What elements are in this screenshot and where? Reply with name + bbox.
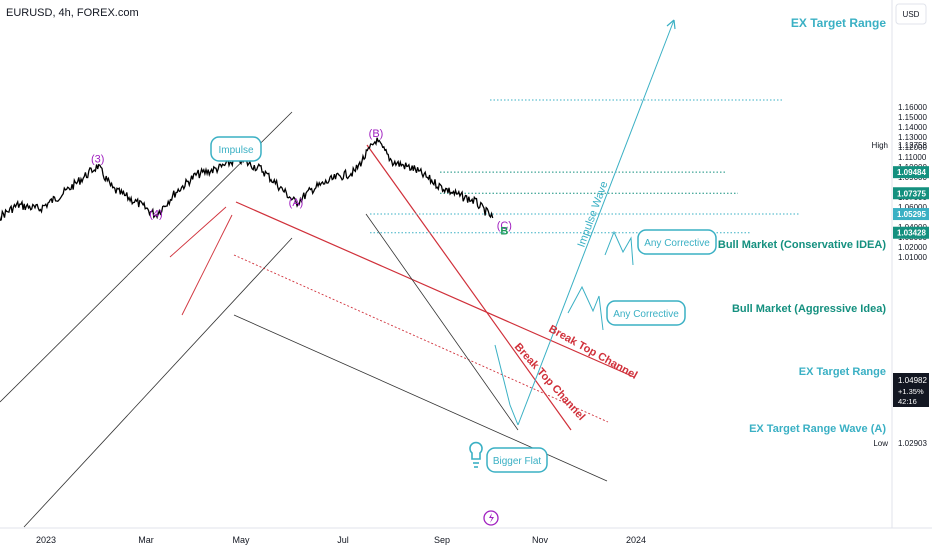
time-label-nov: Nov bbox=[532, 535, 549, 545]
any-corrective-callout-upper[interactable]: Any Corrective bbox=[637, 229, 717, 255]
time-label-2023: 2023 bbox=[36, 535, 56, 545]
lightbulb-icon bbox=[469, 441, 483, 468]
red-wedge-bottom bbox=[181, 214, 233, 316]
lower-trend-line bbox=[23, 237, 293, 528]
corrective-zigzag-upper bbox=[604, 230, 634, 266]
wave-label: (C) bbox=[497, 220, 512, 232]
wave-label: (B) bbox=[369, 128, 384, 140]
bigger-flat-label: Bigger Flat bbox=[493, 456, 542, 467]
impulse-wave-arrow bbox=[517, 19, 675, 426]
level-label-conservative: Bull Market (Conservative IDEA) bbox=[718, 239, 886, 251]
low-value: 1.02903 bbox=[898, 439, 927, 448]
level-label-ex-target-top: EX Target Range bbox=[791, 16, 886, 30]
price-tick: 1.01000 bbox=[898, 253, 927, 262]
countdown: 42:16 bbox=[898, 397, 917, 406]
price-tag-value: 1.03428 bbox=[897, 229, 926, 238]
currency-label: USD bbox=[903, 10, 920, 19]
time-label-mar: Mar bbox=[138, 535, 154, 545]
time-axis[interactable]: 2023 Mar May Jul Sep Nov 2024 bbox=[0, 527, 932, 545]
high-value: 1.12758 bbox=[898, 141, 927, 150]
level-label-aggressive: Bull Market (Aggressive Idea) bbox=[732, 303, 886, 315]
corrective-zigzag-lower bbox=[567, 285, 604, 331]
price-tag-value: 1.05295 bbox=[897, 210, 926, 219]
price-tick: 1.13000 bbox=[898, 133, 927, 142]
wave-label: (A) bbox=[289, 197, 304, 209]
low-label: Low bbox=[873, 439, 888, 448]
price-tick: 1.14000 bbox=[898, 123, 927, 132]
price-tick: 1.12000 bbox=[898, 143, 927, 152]
current-price: 1.04982 bbox=[898, 376, 927, 385]
time-label-may: May bbox=[232, 535, 250, 545]
time-label-2024: 2024 bbox=[626, 535, 646, 545]
price-tag-box bbox=[893, 187, 929, 200]
wave-label: B bbox=[500, 226, 508, 238]
price-tick: 1.06000 bbox=[898, 203, 927, 212]
level-lines bbox=[370, 99, 800, 234]
projection-drop bbox=[494, 344, 519, 426]
price-scale[interactable]: USD 1.160001.150001.140001.130001.120001… bbox=[872, 0, 932, 550]
bigger-flat-callout[interactable]: Bigger Flat bbox=[486, 447, 548, 473]
any-corrective-label-lower: Any Corrective bbox=[613, 309, 679, 320]
price-tick: 1.02000 bbox=[898, 243, 927, 252]
impulse-wave-arrowhead bbox=[666, 19, 676, 30]
any-corrective-callout-lower[interactable]: Any Corrective bbox=[606, 300, 686, 326]
channel-lines bbox=[0, 111, 635, 528]
projection-paths bbox=[494, 19, 676, 426]
price-tick: 1.16000 bbox=[898, 103, 927, 112]
inner-wave-line bbox=[365, 213, 519, 431]
red-breakout-line bbox=[366, 144, 572, 431]
red-channel-top bbox=[235, 201, 635, 378]
symbol-title: EURUSD, 4h, FOREX.com bbox=[6, 7, 139, 19]
current-price-tag: 1.04982 +1.35% 42:16 bbox=[893, 373, 929, 407]
currency-button[interactable] bbox=[895, 3, 927, 25]
price-tag-value: 1.07375 bbox=[897, 189, 926, 198]
event-marker-icon[interactable] bbox=[483, 510, 499, 526]
price-tick: 1.15000 bbox=[898, 113, 927, 122]
any-corrective-label-upper: Any Corrective bbox=[644, 238, 710, 249]
price-tag-value: 1.09484 bbox=[897, 168, 926, 177]
high-label: High bbox=[872, 141, 888, 150]
current-change: +1.35% bbox=[898, 387, 924, 396]
price-tick: 1.11000 bbox=[898, 153, 927, 162]
price-tags: 1.09484 1.07375 1.05295 1.03428 bbox=[893, 166, 929, 239]
price-tag-box bbox=[893, 226, 929, 239]
impulse-callout[interactable]: Impulse bbox=[210, 136, 262, 162]
price-tag-box bbox=[893, 166, 929, 179]
wave-label: (3) bbox=[91, 154, 104, 166]
red-wedge-top bbox=[169, 206, 227, 258]
price-tag-box bbox=[893, 208, 929, 221]
level-label-ex-target: EX Target Range bbox=[799, 366, 886, 378]
level-label-ex-target-wave-a: EX Target Range Wave (A) bbox=[749, 423, 886, 435]
impulse-callout-label: Impulse bbox=[218, 145, 253, 156]
time-label-sep: Sep bbox=[434, 535, 450, 545]
time-label-jul: Jul bbox=[337, 535, 349, 545]
wave-label: (4) bbox=[149, 209, 162, 221]
